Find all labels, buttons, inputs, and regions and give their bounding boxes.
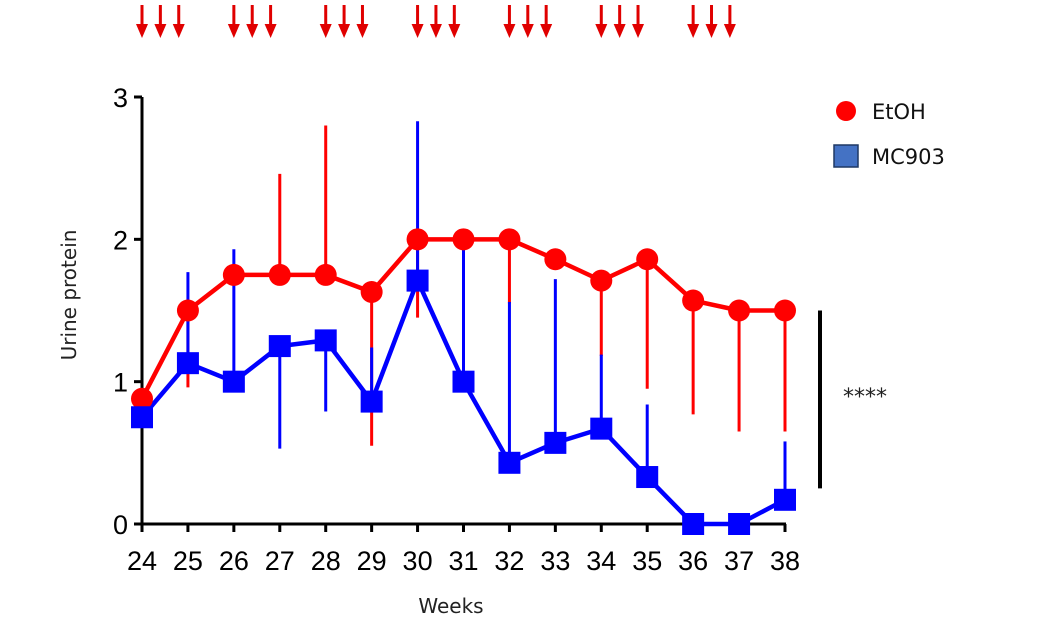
- treatment-arrow-head: [356, 24, 369, 38]
- data-point-mc903: [131, 406, 153, 429]
- data-point-etoh: [406, 228, 429, 251]
- data-point-mc903: [268, 335, 291, 358]
- treatment-arrow-head: [503, 24, 516, 38]
- data-point-etoh: [268, 263, 291, 286]
- data-point-etoh: [728, 299, 751, 322]
- treatment-arrow-head: [705, 24, 718, 38]
- treatment-arrow-head: [227, 24, 240, 38]
- x-tick-label: 37: [724, 546, 754, 576]
- treatment-arrow-head: [687, 24, 700, 38]
- data-point-etoh: [544, 248, 567, 271]
- data-point-etoh: [498, 228, 521, 251]
- data-point-mc903: [498, 451, 521, 474]
- data-point-etoh: [636, 248, 659, 271]
- y-axis-title: Urine protein: [57, 230, 81, 361]
- x-tick-label: 30: [403, 546, 433, 576]
- x-tick-label: 28: [311, 546, 341, 576]
- treatment-arrow-head: [154, 24, 167, 38]
- data-point-mc903: [590, 417, 613, 440]
- data-point-mc903: [728, 513, 751, 535]
- x-tick-label: 24: [127, 546, 157, 576]
- x-tick-label: 29: [357, 546, 387, 576]
- x-tick-label: 27: [265, 546, 295, 576]
- x-tick-label: 26: [219, 546, 249, 576]
- data-point-mc903: [360, 390, 383, 413]
- data-point-etoh: [131, 387, 153, 410]
- data-point-mc903: [636, 466, 659, 489]
- data-point-mc903: [774, 488, 796, 511]
- treatment-arrow-head: [521, 24, 534, 38]
- data-point-etoh: [590, 269, 613, 292]
- x-tick-label: 35: [632, 546, 662, 576]
- y-tick-label: 3: [113, 83, 128, 113]
- data-point-mc903: [682, 513, 705, 535]
- legend: EtOH MC903: [833, 100, 945, 169]
- treatment-arrow-head: [246, 24, 259, 38]
- x-tick-label: 36: [678, 546, 708, 576]
- data-point-etoh: [682, 289, 705, 312]
- data-point-etoh: [222, 263, 245, 286]
- treatment-arrow-head: [172, 24, 185, 38]
- treatment-arrow-head: [136, 24, 148, 38]
- x-tick-label: 33: [540, 546, 570, 576]
- data-point-etoh: [314, 263, 337, 286]
- y-tick-label: 2: [113, 225, 128, 255]
- data-point-mc903: [314, 329, 337, 352]
- data-point-mc903: [452, 370, 475, 393]
- data-point-mc903: [176, 352, 199, 375]
- treatment-arrow-head: [595, 24, 608, 38]
- treatment-arrow-head: [448, 24, 461, 38]
- error-bars: [140, 121, 787, 524]
- data-point-etoh: [452, 228, 475, 251]
- x-tick-label: 25: [173, 546, 203, 576]
- data-point-mc903: [544, 431, 567, 454]
- data-point-etoh: [176, 299, 199, 322]
- significance-label: ****: [843, 385, 887, 410]
- x-tick-label: 38: [770, 546, 800, 576]
- legend-marker-mc903: [833, 144, 859, 168]
- treatment-arrows: [136, 5, 736, 38]
- data-point-etoh: [360, 280, 383, 303]
- x-axis-title: Weeks: [418, 594, 483, 618]
- treatment-arrow-head: [319, 24, 332, 38]
- data-point-mc903: [406, 269, 429, 292]
- legend-label-mc903: MC903: [872, 145, 945, 169]
- x-tick-label: 31: [448, 546, 478, 576]
- legend-marker-etoh: [836, 101, 856, 121]
- treatment-arrow-head: [723, 24, 736, 38]
- data-point-mc903: [222, 370, 245, 393]
- treatment-arrow-head: [613, 24, 626, 38]
- x-tick-label: 32: [494, 546, 524, 576]
- significance-annotation: ****: [818, 310, 887, 489]
- y-tick-label: 0: [113, 510, 128, 540]
- treatment-arrow-head: [429, 24, 442, 38]
- treatment-arrow-head: [264, 24, 277, 38]
- data-point-etoh: [774, 299, 796, 322]
- x-tick-label: 34: [586, 546, 616, 576]
- treatment-arrow-head: [338, 24, 351, 38]
- treatment-arrow-head: [411, 24, 424, 38]
- legend-label-etoh: EtOH: [872, 100, 926, 124]
- treatment-arrow-head: [632, 24, 645, 38]
- series-markers: [131, 228, 796, 535]
- y-tick-label: 1: [113, 368, 128, 398]
- treatment-arrow-head: [540, 24, 553, 38]
